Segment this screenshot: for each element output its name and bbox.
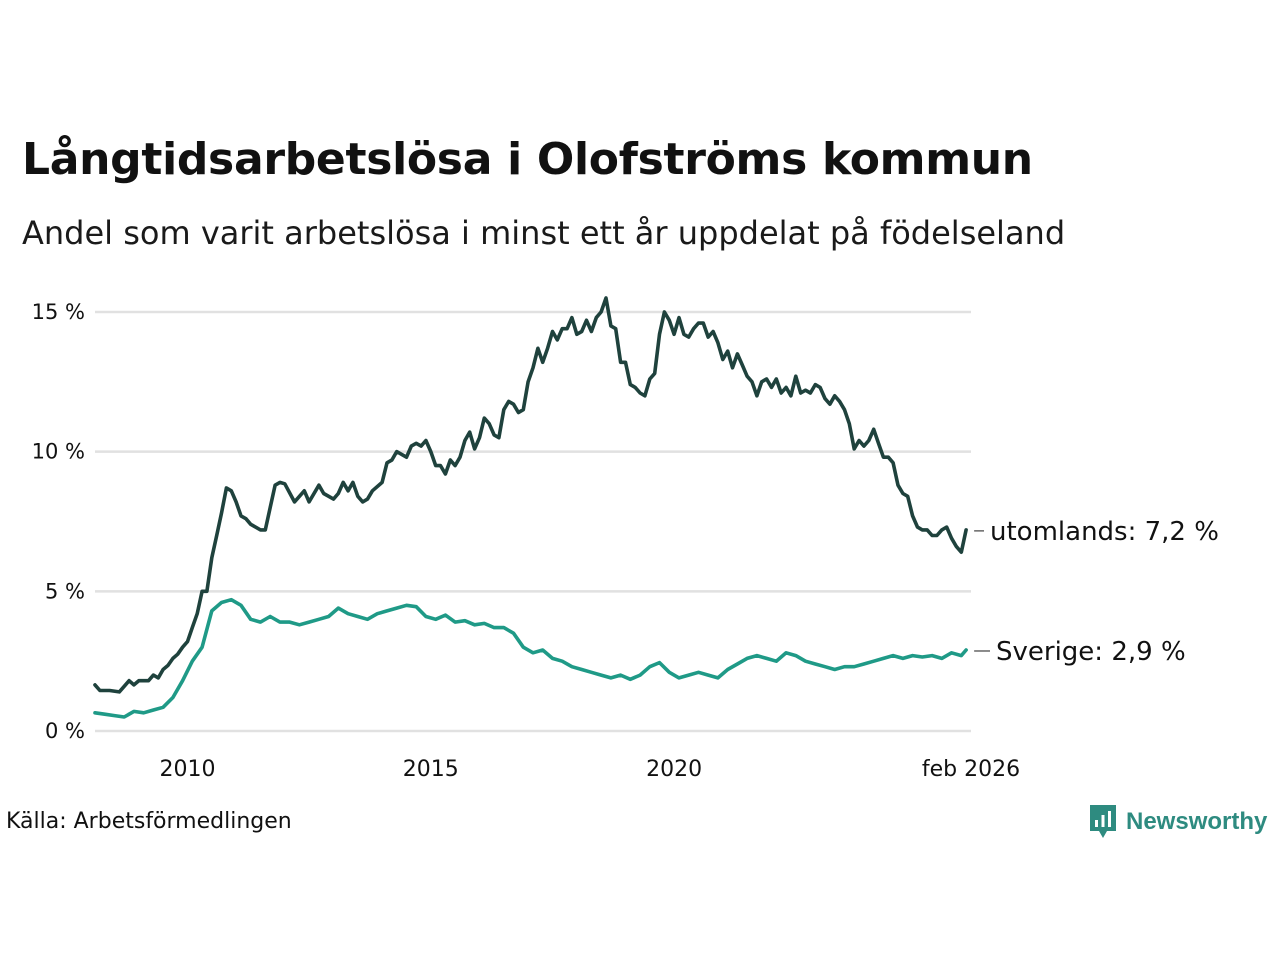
source-note: Källa: Arbetsförmedlingen [6, 809, 292, 834]
x-tick-label: 2020 [646, 757, 702, 782]
x-axis-ticks: 2010 2015 2020 feb 2026 [159, 757, 1020, 782]
gridlines [95, 310, 971, 733]
end-label-sverige: Sverige: 2,9 % [996, 637, 1186, 667]
y-tick-label: 5 % [45, 579, 85, 603]
brand-name: Newsworthy [1126, 808, 1268, 835]
x-tick-label: 2010 [159, 757, 215, 782]
series-lines [93, 296, 968, 719]
y-axis-ticks: 0 % 5 % 10 % 15 % [32, 300, 85, 743]
chart-subtitle: Andel som varit arbetslösa i minst ett å… [22, 214, 1066, 252]
series-end-labels: utomlands: 7,2 % Sverige: 2,9 % [974, 517, 1219, 667]
series-line-sverige [93, 597, 968, 719]
y-tick-label: 10 % [32, 440, 85, 464]
brand-logo: Newsworthy [1088, 803, 1267, 841]
newsworthy-logo-icon [1090, 805, 1116, 838]
end-label-utomlands: utomlands: 7,2 % [990, 517, 1219, 547]
series-line-utomlands [93, 296, 968, 694]
x-tick-label: feb 2026 [922, 757, 1020, 782]
x-tick-label: 2015 [403, 757, 459, 782]
y-tick-label: 15 % [32, 300, 85, 324]
y-tick-label: 0 % [45, 719, 85, 743]
chart-title: Långtidsarbetslösa i Olofströms kommun [22, 134, 1033, 185]
